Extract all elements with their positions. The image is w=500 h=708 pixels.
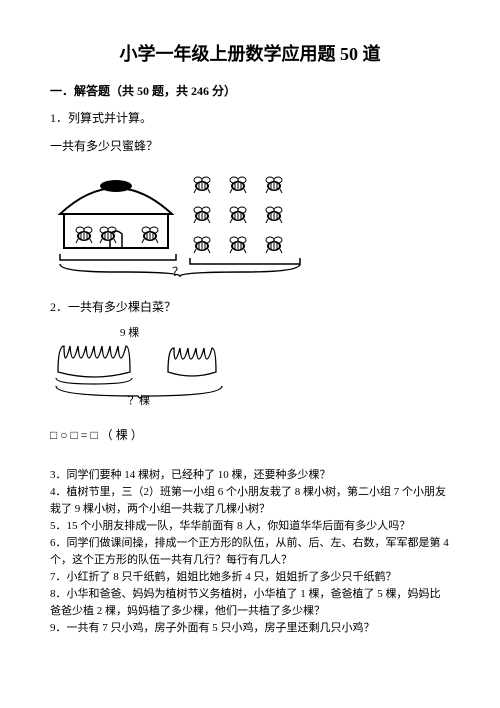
equation-blank: □○□=□（棵） xyxy=(50,426,450,443)
section-header: 一．解答题（共 50 题，共 246 分） xyxy=(50,82,450,99)
figure-1: ？ xyxy=(50,168,450,278)
cabbage-right xyxy=(168,348,216,376)
problem-5: 5．15 个小朋友排成一队，华华前面有 8 人，你知道华华后面有多少人吗？ xyxy=(50,518,450,535)
problem-7: 7．小红折了 8 只千纸鹤，姐姐比她多折 4 只，姐姐折了多少只千纸鹤？ xyxy=(50,569,450,586)
beehive-bees-svg: ？ xyxy=(50,168,310,278)
problem-9: 9．一共有 7 只小鸡，房子外面有 5 只小鸡，房子里还剩几只小鸡？ xyxy=(50,620,450,637)
problem-6: 6．同学们做课间操，排成一个正方形的队伍，从前、后、左、右数，军军都是第 4 个… xyxy=(50,535,450,569)
problem-8: 8．小华和爸爸、妈妈为植树节义务植树，小华植了 1 棵，爸爸植了 5 棵，妈妈比… xyxy=(50,586,450,620)
question-mark-1: ？ xyxy=(172,265,184,278)
problem-block: 3．同学们要种 14 棵树，已经种了 10 棵，还要种多少棵？ 4．植树节里，三… xyxy=(50,467,450,637)
problem-4: 4．植树节里，三（2）班第一小组 6 个小朋友栽了 8 棵小树，第二小组 7 个… xyxy=(50,484,450,518)
label-9ke: 9 棵 xyxy=(120,326,139,339)
page-title: 小学一年级上册数学应用题 50 道 xyxy=(50,40,450,66)
cabbage-left xyxy=(58,346,130,377)
cabbage-svg: 9 棵 ？棵 xyxy=(50,326,270,406)
problem-1-question: 一共有多少只蜜蜂？ xyxy=(50,137,450,154)
problem-2-heading: 2．一共有多少棵白菜？ xyxy=(50,298,450,316)
problem-1-heading: 1．列算式并计算。 xyxy=(50,109,450,127)
problem-3: 3．同学们要种 14 棵树，已经种了 10 棵，还要种多少棵？ xyxy=(50,467,450,484)
label-qke: ？棵 xyxy=(128,393,150,406)
bees-grid xyxy=(194,177,282,253)
figure-2: 9 棵 ？棵 xyxy=(50,326,450,406)
document-page: 小学一年级上册数学应用题 50 道 一．解答题（共 50 题，共 246 分） … xyxy=(0,0,500,657)
